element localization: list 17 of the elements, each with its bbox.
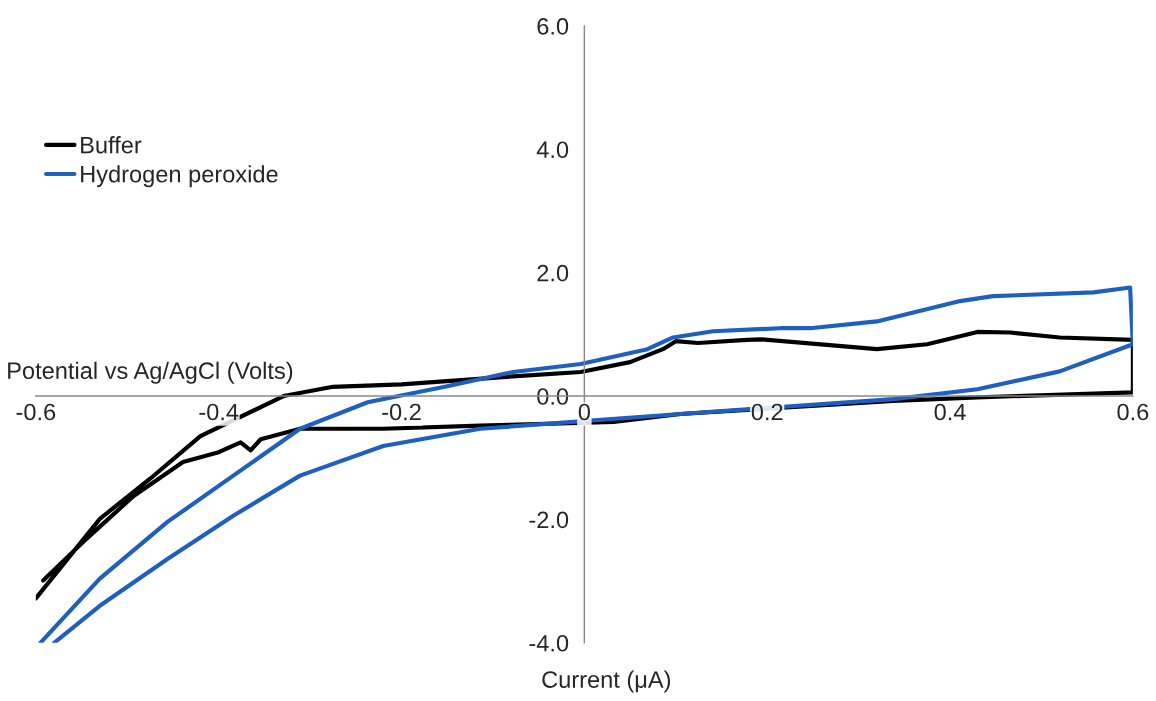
- y-tick-label: -2.0: [529, 511, 569, 529]
- y-tick-label: 0.0: [537, 388, 569, 405]
- y-tick-label: 4.0: [536, 141, 569, 159]
- legend-label: Hydrogen peroxide: [81, 165, 278, 188]
- x-tick-label: -0.2: [382, 403, 421, 421]
- x-tick-label: 0.4: [934, 403, 966, 421]
- x-tick-label: 0.2: [751, 403, 783, 421]
- y-tick-label: 2.0: [537, 264, 569, 282]
- x-tick-label: 0: [578, 403, 590, 421]
- y-axis-title: Potential vs Ag/AgCl (Volts): [8, 361, 293, 384]
- y-tick-label: 6.0: [537, 18, 569, 35]
- x-tick-label: -0.6: [16, 403, 56, 421]
- legend-label: Buffer: [81, 136, 142, 154]
- y-tick-label: -4.0: [529, 634, 569, 652]
- x-axis-title: Current (μA): [542, 670, 671, 693]
- x-tick-label: 0.6: [1117, 403, 1149, 421]
- x-tick-label: -0.4: [199, 403, 239, 421]
